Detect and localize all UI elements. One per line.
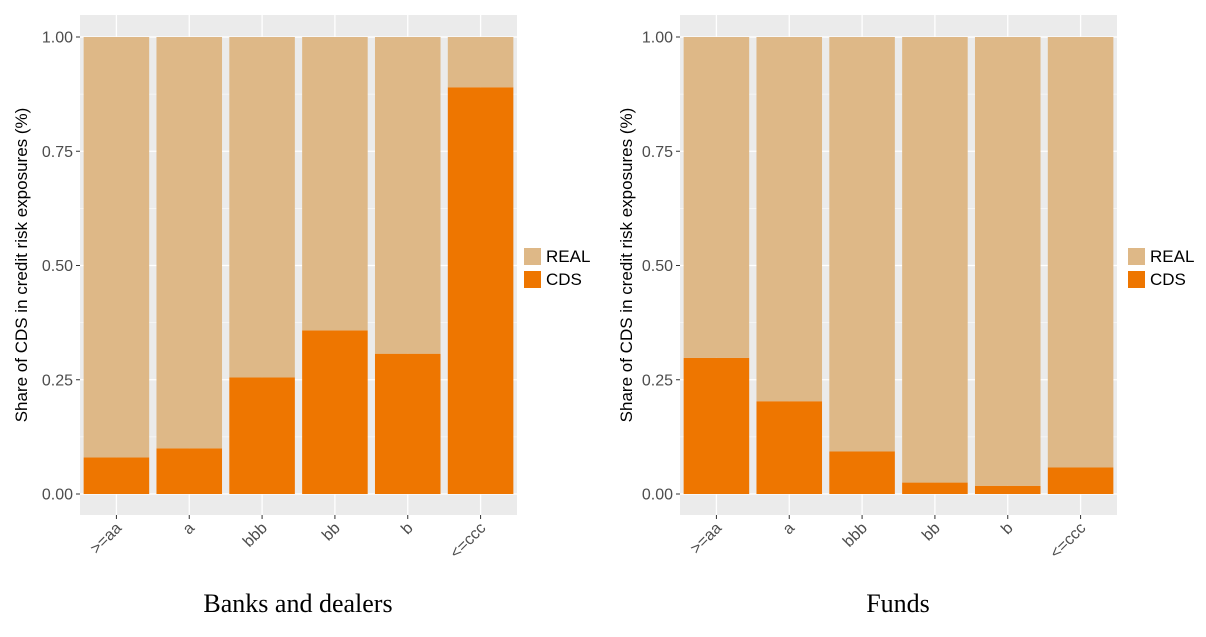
x-tick-label: >=aa [87,520,125,558]
legend-label-real: REAL [1150,247,1194,266]
x-tick-label: bb [919,520,944,545]
bar-cds-<=ccc [447,87,514,495]
x-tick-label: >=aa [687,520,725,558]
legend-key-cds [1128,271,1145,288]
y-tick-label: 0.75 [42,144,73,161]
bar-cds-b [374,353,441,494]
chart-panel-2: 0.000.250.500.751.00>=aa a bbb bb b <=cccShar… [617,15,1194,618]
chart-caption: Banks and dealers [203,589,392,618]
bar-real-bb [302,37,368,331]
x-tick-label: b [998,520,1016,538]
x-tick-label: <=ccc [447,520,489,562]
bar-cds->=aa [83,457,150,494]
x-tick-label: a [180,520,198,538]
x-tick-label: <=ccc [1047,520,1089,562]
bar-cds-a [756,401,823,494]
legend-label-cds: CDS [1150,270,1186,289]
bar-real-bbb [229,37,295,378]
bar-real-a [156,37,223,449]
legend-key-real [524,248,541,265]
x-tick-label: b [398,520,416,538]
chart-panel-1: 0.000.250.500.751.00>=aa a bbb bb b <=cccShar… [12,15,590,618]
bar-cds-bb [902,482,968,494]
bar-real-bbb [829,37,895,452]
bar-cds-bbb [829,451,895,494]
bar-real-bb [902,37,968,483]
bar-cds->=aa [683,357,750,494]
bar-cds-<=ccc [1047,467,1114,494]
y-axis-title: Share of CDS in credit risk exposures (%… [12,108,31,423]
bar-real->=aa [683,37,750,358]
bar-real-<=ccc [1047,37,1114,468]
y-tick-label: 0.00 [42,487,73,504]
y-tick-label: 0.25 [642,372,673,389]
x-tick-label: a [780,520,798,538]
legend-key-cds [524,271,541,288]
bar-real-a [756,37,823,402]
y-tick-label: 0.00 [642,487,673,504]
y-tick-label: 0.50 [42,258,73,275]
x-tick-label: bbb [840,520,871,551]
bar-real-b [374,37,441,354]
bar-cds-bb [302,330,368,494]
legend-label-cds: CDS [546,270,582,289]
bar-real->=aa [83,37,150,458]
bar-real-b [974,37,1041,486]
bar-cds-b [974,485,1041,494]
x-tick-label: bbb [240,520,271,551]
bar-cds-a [156,448,223,494]
x-tick-label: bb [319,520,344,545]
legend: REAL CDS [524,247,590,289]
chart-caption: Funds [866,589,930,618]
y-tick-label: 0.50 [642,258,673,275]
legend: REAL CDS [1128,247,1194,289]
y-tick-label: 1.00 [42,30,73,47]
y-tick-label: 0.25 [42,372,73,389]
y-tick-label: 0.75 [642,144,673,161]
legend-label-real: REAL [546,247,590,266]
legend-key-real [1128,248,1145,265]
bar-cds-bbb [229,377,295,494]
bar-real-<=ccc [447,37,514,88]
y-axis-title: Share of CDS in credit risk exposures (%… [617,108,636,423]
y-tick-label: 1.00 [642,30,673,47]
